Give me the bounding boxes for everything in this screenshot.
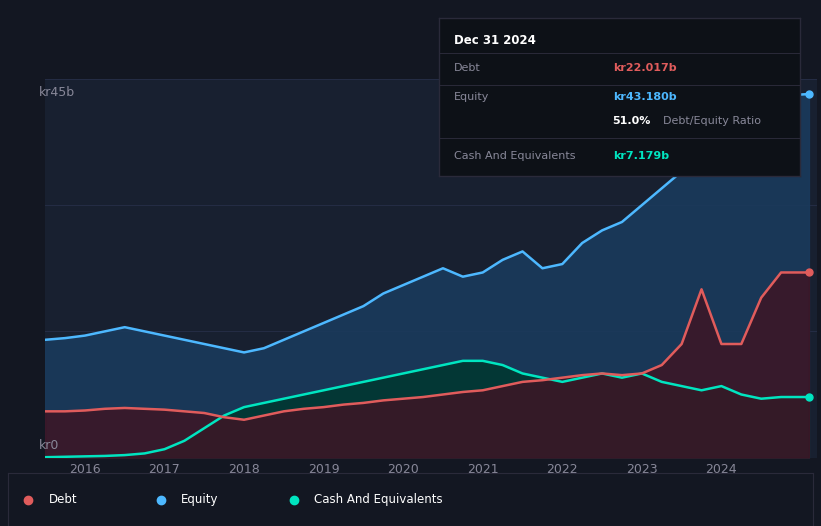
Text: Debt: Debt xyxy=(48,493,77,506)
Text: Equity: Equity xyxy=(181,493,218,506)
Text: kr43.180b: kr43.180b xyxy=(612,92,677,103)
Text: kr7.179b: kr7.179b xyxy=(612,150,669,161)
Text: kr0: kr0 xyxy=(39,439,59,452)
Text: Debt: Debt xyxy=(454,63,480,73)
Text: kr22.017b: kr22.017b xyxy=(612,63,677,73)
Text: kr45b: kr45b xyxy=(39,86,75,99)
Text: Cash And Equivalents: Cash And Equivalents xyxy=(454,150,576,161)
Text: Equity: Equity xyxy=(454,92,489,103)
Text: Dec 31 2024: Dec 31 2024 xyxy=(454,34,535,47)
Text: Debt/Equity Ratio: Debt/Equity Ratio xyxy=(663,116,761,126)
Text: 51.0%: 51.0% xyxy=(612,116,651,126)
Text: Cash And Equivalents: Cash And Equivalents xyxy=(314,493,443,506)
